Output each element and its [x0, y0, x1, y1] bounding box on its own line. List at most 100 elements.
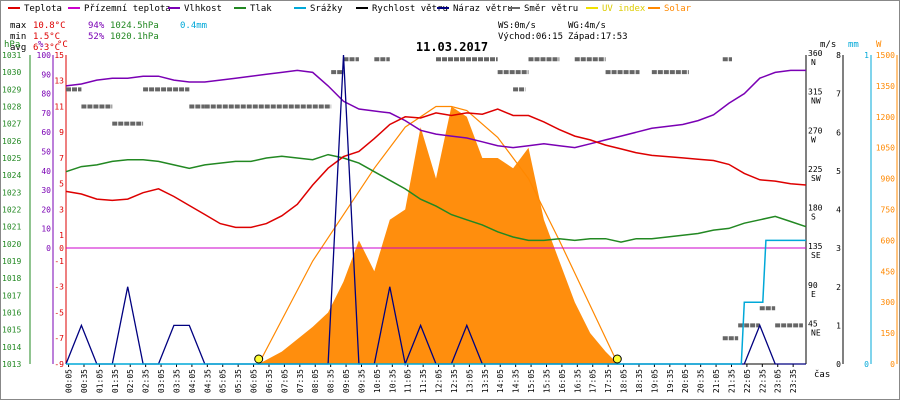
- tick-w-3: 1050: [876, 144, 895, 153]
- tick-time-44: 22:05: [743, 369, 752, 393]
- tick-time-38: 19:05: [650, 369, 659, 393]
- tick-time-4: 02:05: [126, 369, 135, 393]
- stat-min-temp: 1.5°C: [33, 32, 60, 42]
- tick-deg-bot-3: -5: [54, 308, 64, 317]
- tick-pct-0: 100: [37, 51, 52, 60]
- tick-hpa-14: 1017: [2, 291, 21, 300]
- stat-min-hum: 52%: [88, 32, 105, 42]
- tick-pct-2: 80: [41, 90, 51, 99]
- tick-time-41: 20:35: [697, 369, 706, 393]
- tick-dir-label-7: NE: [811, 328, 821, 337]
- tick-hpa-16: 1015: [2, 326, 21, 335]
- tick-deg-bot-4: -7: [54, 334, 64, 343]
- tick-dir-6: 90: [808, 281, 818, 290]
- tick-hpa-7: 1024: [2, 171, 21, 180]
- tick-time-0: 00:05: [65, 369, 74, 393]
- tick-deg-top-6: 3: [59, 205, 64, 214]
- solar-max-line: [258, 105, 619, 365]
- tick-time-13: 06:35: [265, 369, 274, 393]
- tick-deg-bot-2: -3: [54, 283, 64, 292]
- tick-ms-8: 0: [836, 360, 841, 369]
- tick-time-45: 22:35: [758, 369, 767, 393]
- stat-sunrise: Východ:06:15: [498, 32, 563, 42]
- tick-time-40: 20:05: [681, 369, 690, 393]
- tick-time-31: 15:35: [542, 369, 551, 393]
- tick-time-47: 23:35: [789, 369, 798, 393]
- tick-deg-top-5: 5: [59, 180, 64, 189]
- tick-time-28: 14:05: [496, 369, 505, 393]
- tick-w-6: 600: [881, 236, 896, 245]
- tick-pct-5: 50: [41, 148, 51, 157]
- tick-w-8: 300: [881, 298, 896, 307]
- legend-label-7: Směr větru: [524, 4, 578, 14]
- tick-time-9: 04:35: [203, 369, 212, 393]
- tick-time-1: 00:35: [80, 369, 89, 393]
- tick-dir-4: 180: [808, 204, 823, 213]
- tick-hpa-8: 1023: [2, 188, 21, 197]
- series-rain: [66, 239, 806, 365]
- tick-time-36: 18:05: [620, 369, 629, 393]
- tick-time-34: 17:05: [589, 369, 598, 393]
- tick-w-10: 0: [890, 360, 895, 369]
- tick-time-26: 13:05: [465, 369, 474, 393]
- tick-time-35: 17:35: [604, 369, 613, 393]
- tick-hpa-11: 1020: [2, 240, 21, 249]
- tick-w-1: 1350: [876, 82, 895, 91]
- tick-time-32: 16:05: [558, 369, 567, 393]
- tick-pct-10: 0: [46, 244, 51, 253]
- tick-dir-label-1: NW: [811, 97, 821, 106]
- tick-deg-top-4: 7: [59, 154, 64, 163]
- tick-time-23: 11:35: [419, 369, 428, 393]
- stat-max-hum: 94%: [88, 21, 105, 31]
- legend-label-0: Teplota: [24, 4, 62, 14]
- tick-dir-label-2: W: [811, 135, 816, 144]
- tick-hpa-13: 1018: [2, 274, 21, 283]
- stat-max-label: max: [10, 21, 27, 31]
- tick-pct-9: 10: [41, 225, 51, 234]
- tick-dir-label-0: N: [811, 58, 816, 67]
- tick-pct-3: 70: [41, 109, 51, 118]
- tick-ms-1: 7: [836, 90, 841, 99]
- tick-hpa-0: 1031: [2, 51, 21, 60]
- tick-hpa-9: 1022: [2, 206, 21, 215]
- tick-hpa-15: 1016: [2, 309, 21, 318]
- stat-avg-label: avg: [10, 43, 26, 53]
- unit-deg: °C: [57, 40, 68, 50]
- tick-deg-top-0: 15: [54, 51, 64, 60]
- tick-w-7: 450: [881, 267, 896, 276]
- tick-mm-0: 1: [864, 51, 869, 60]
- tick-deg-bot-0: 0: [59, 244, 64, 253]
- unit-pct: %: [38, 40, 44, 50]
- tick-ms-3: 5: [836, 167, 841, 176]
- tick-w-9: 150: [881, 329, 896, 338]
- sunset-marker: [612, 354, 622, 364]
- tick-hpa-3: 1028: [2, 103, 21, 112]
- tick-w-0: 1500: [876, 51, 895, 60]
- tick-dir-1: 315: [808, 88, 823, 97]
- tick-hpa-18: 1013: [2, 360, 21, 369]
- tick-time-6: 03:05: [157, 369, 166, 393]
- tick-ms-0: 8: [836, 51, 841, 60]
- tick-w-2: 1200: [876, 113, 895, 122]
- solar-area: [258, 106, 618, 364]
- legend-label-5: Rychlost větru: [372, 4, 448, 14]
- tick-time-33: 16:35: [573, 369, 582, 393]
- tick-time-24: 12:05: [435, 369, 444, 393]
- tick-time-3: 01:35: [111, 369, 120, 393]
- tick-ms-5: 3: [836, 244, 841, 253]
- tick-dir-2: 270: [808, 126, 823, 135]
- tick-time-10: 05:05: [219, 369, 228, 393]
- tick-time-29: 14:35: [512, 369, 521, 393]
- unit-time: čas: [814, 369, 830, 380]
- tick-time-30: 15:05: [527, 369, 536, 393]
- series-pressure: [65, 153, 807, 243]
- stat-min-label: min: [10, 32, 26, 42]
- legend-label-2: Vlhkost: [184, 4, 222, 14]
- tick-deg-top-3: 9: [59, 128, 64, 137]
- tick-hpa-17: 1014: [2, 343, 21, 352]
- tick-time-20: 10:05: [373, 369, 382, 393]
- tick-dir-7: 45: [808, 319, 818, 328]
- tick-pct-8: 20: [41, 205, 51, 214]
- tick-time-25: 12:35: [450, 369, 459, 393]
